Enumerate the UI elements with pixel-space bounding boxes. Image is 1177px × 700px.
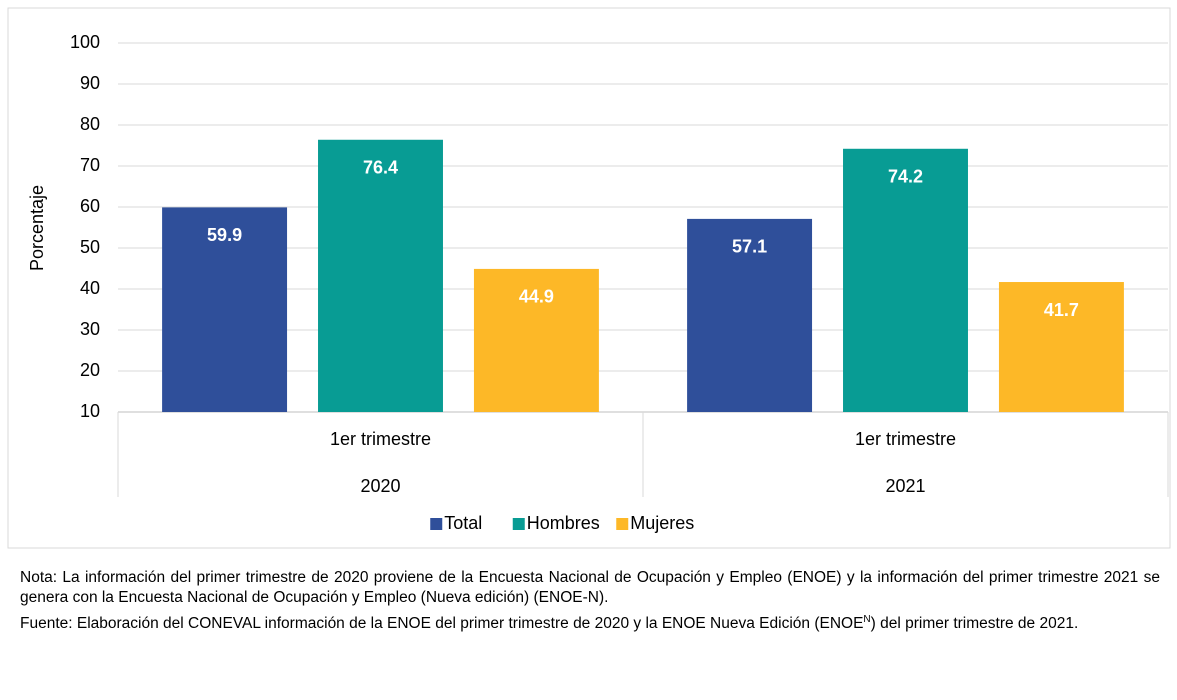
legend-label: Total xyxy=(444,513,482,533)
data-label: 41.7 xyxy=(1044,300,1079,320)
legend-label: Hombres xyxy=(527,513,600,533)
legend-swatch xyxy=(512,518,525,530)
data-label: 57.1 xyxy=(732,237,767,257)
data-label: 59.9 xyxy=(207,225,242,245)
y-tick-label: 50 xyxy=(80,237,100,257)
note: Nota: La información del primer trimestr… xyxy=(20,569,1160,606)
y-tick-label: 60 xyxy=(80,196,100,216)
y-tick-label: 100 xyxy=(70,32,100,52)
y-tick-label: 30 xyxy=(80,319,100,339)
data-label: 76.4 xyxy=(363,158,398,178)
x-tick-label: 1er trimestre xyxy=(855,429,956,449)
x-tick-label: 1er trimestre xyxy=(330,429,431,449)
data-label: 44.9 xyxy=(519,287,554,307)
bar xyxy=(473,268,599,412)
bar xyxy=(162,207,288,412)
y-tick-label: 40 xyxy=(80,278,100,298)
chart: Porcentaje 10 20 30 40 50 60 70 80 90 100 1er trim… xyxy=(7,7,1171,549)
y-axis-label: Porcentaje xyxy=(27,185,47,271)
y-tick-label: 70 xyxy=(80,155,100,175)
y-tick-label: 90 xyxy=(80,73,100,93)
y-tick-label: 20 xyxy=(80,360,100,380)
legend-swatch xyxy=(616,518,629,530)
data-label: 74.2 xyxy=(888,167,923,187)
source: Fuente: Elaboración del CONEVAL informac… xyxy=(20,610,1160,634)
bar xyxy=(998,282,1124,412)
legend-label: Mujeres xyxy=(630,513,694,533)
source-superscript: N xyxy=(863,614,871,625)
y-tick-label: 10 xyxy=(80,401,100,421)
bar xyxy=(318,139,443,412)
source-text: Fuente: Elaboración del CONEVAL informac… xyxy=(20,615,864,633)
x-group-label: 2020 xyxy=(360,476,400,496)
bar xyxy=(687,218,813,412)
x-group-label: 2021 xyxy=(885,476,925,496)
notes: Nota: La información del primer trimestr… xyxy=(20,568,1160,636)
chart-border xyxy=(7,7,1171,549)
legend-swatch xyxy=(430,518,443,530)
source-text: ) del primer trimestre de 2021. xyxy=(870,615,1079,633)
bar xyxy=(843,148,968,412)
y-tick-label: 80 xyxy=(80,114,100,134)
